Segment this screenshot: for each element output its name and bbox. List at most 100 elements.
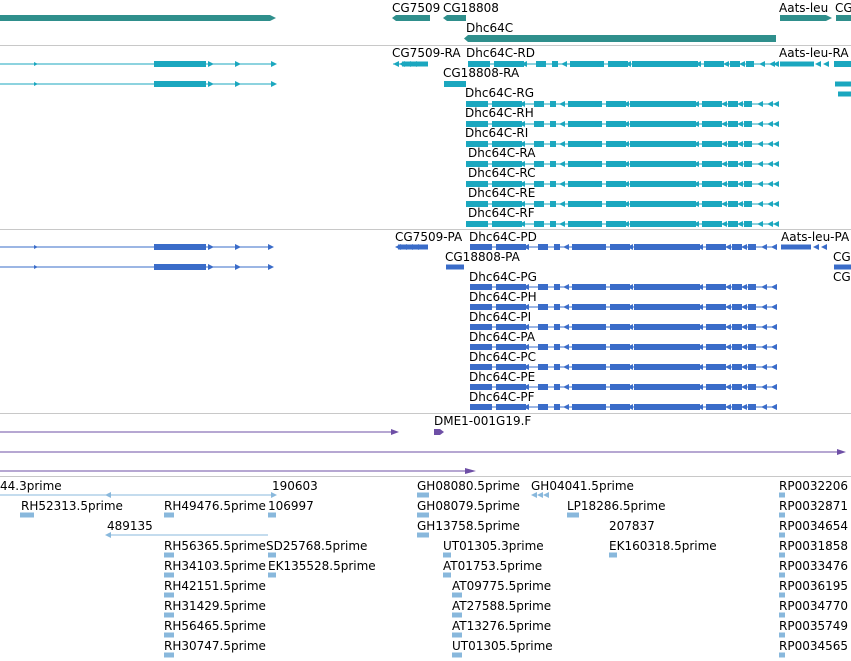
exon-block[interactable]: [538, 384, 548, 390]
exon-block[interactable]: [538, 324, 548, 330]
exon-block[interactable]: [606, 201, 626, 207]
est-label[interactable]: 489135: [107, 519, 153, 533]
exon-block[interactable]: [496, 284, 526, 290]
exon-block[interactable]: [443, 572, 451, 578]
exon-block[interactable]: [779, 512, 785, 518]
exon-block[interactable]: [572, 284, 606, 290]
exon-block[interactable]: [779, 532, 785, 538]
exon-block[interactable]: [538, 244, 548, 250]
exon-block[interactable]: [452, 632, 462, 638]
est-label[interactable]: RP0032871: [779, 499, 849, 513]
exon-block[interactable]: [470, 344, 492, 350]
exon-block[interactable]: [732, 404, 742, 410]
exon-block[interactable]: [552, 61, 558, 67]
exon-block[interactable]: [610, 344, 630, 350]
exon-block[interactable]: [492, 221, 522, 227]
exon-block[interactable]: [779, 492, 785, 498]
repeat-label[interactable]: DME1-001G19.F: [434, 414, 532, 428]
exon-block[interactable]: [20, 512, 34, 518]
exon-block[interactable]: [634, 344, 700, 350]
exon-block[interactable]: [538, 364, 548, 370]
gene-feature[interactable]: [780, 15, 832, 21]
exon-block[interactable]: [702, 101, 722, 107]
protein-label[interactable]: CG18808-PA: [445, 250, 520, 264]
repeat-feature[interactable]: [434, 429, 444, 435]
exon-block[interactable]: [779, 572, 785, 578]
est-label[interactable]: 44.3prime: [0, 479, 62, 493]
exon-block[interactable]: [606, 221, 626, 227]
exon-block[interactable]: [706, 244, 726, 250]
transcript-label[interactable]: Dhc64C-RE: [468, 186, 536, 200]
est-label[interactable]: AT27588.5prime: [452, 599, 552, 613]
est-label[interactable]: AT09775.5prime: [452, 579, 552, 593]
transcript-label[interactable]: Dhc64C-RF: [468, 206, 535, 220]
gene-label[interactable]: CG18808: [443, 1, 499, 15]
exon-block[interactable]: [568, 161, 602, 167]
est-label[interactable]: RP0034565: [779, 639, 849, 653]
exon-block[interactable]: [452, 592, 462, 598]
est-label[interactable]: RP0032206: [779, 479, 849, 493]
exon-block[interactable]: [496, 344, 526, 350]
exon-block[interactable]: [706, 344, 726, 350]
exon-block[interactable]: [706, 404, 726, 410]
exon-block[interactable]: [632, 61, 698, 67]
exon-block[interactable]: [702, 201, 722, 207]
est-label[interactable]: RP0034654: [779, 519, 849, 533]
exon-block[interactable]: [630, 201, 696, 207]
exon-block[interactable]: [702, 221, 722, 227]
est-label[interactable]: RP0031858: [779, 539, 849, 553]
exon-block[interactable]: [744, 121, 752, 127]
exon-block[interactable]: [492, 141, 522, 147]
exon-block[interactable]: [466, 121, 488, 127]
exon-block[interactable]: [780, 61, 814, 67]
gene-label[interactable]: CG: [835, 1, 851, 15]
exon-block[interactable]: [572, 324, 606, 330]
exon-block[interactable]: [468, 61, 490, 67]
exon-block[interactable]: [268, 512, 276, 518]
exon-block[interactable]: [630, 101, 696, 107]
exon-block[interactable]: [554, 364, 560, 370]
protein-label[interactable]: Dhc64C-PD: [469, 230, 537, 244]
exon-block[interactable]: [732, 284, 742, 290]
transcript-label[interactable]: CG7509-RA: [392, 46, 461, 60]
exon-block[interactable]: [466, 101, 488, 107]
exon-block[interactable]: [417, 512, 429, 518]
exon-block[interactable]: [154, 61, 206, 67]
exon-block[interactable]: [154, 264, 206, 270]
exon-block[interactable]: [748, 384, 756, 390]
exon-block[interactable]: [728, 201, 738, 207]
exon-block[interactable]: [554, 284, 560, 290]
est-label[interactable]: RH42151.5prime: [164, 579, 266, 593]
exon-block[interactable]: [610, 364, 630, 370]
est-label[interactable]: RP0034770: [779, 599, 849, 613]
exon-block[interactable]: [728, 141, 738, 147]
exon-block[interactable]: [634, 324, 700, 330]
exon-block[interactable]: [550, 101, 556, 107]
exon-block[interactable]: [496, 384, 526, 390]
exon-block[interactable]: [534, 101, 544, 107]
gene-feature[interactable]: [836, 15, 851, 21]
est-label[interactable]: EK160318.5prime: [609, 539, 717, 553]
exon-block[interactable]: [732, 244, 742, 250]
est-label[interactable]: RH52313.5prime: [21, 499, 123, 513]
exon-block[interactable]: [568, 221, 602, 227]
exon-block[interactable]: [606, 161, 626, 167]
exon-block[interactable]: [538, 344, 548, 350]
exon-block[interactable]: [572, 364, 606, 370]
protein-label[interactable]: Dhc64C-PG: [469, 270, 537, 284]
exon-block[interactable]: [835, 81, 851, 87]
exon-block[interactable]: [572, 244, 606, 250]
exon-block[interactable]: [568, 101, 602, 107]
exon-block[interactable]: [444, 81, 466, 87]
exon-block[interactable]: [630, 181, 696, 187]
exon-block[interactable]: [567, 512, 579, 518]
exon-block[interactable]: [570, 61, 604, 67]
transcript-label[interactable]: Dhc64C-RG: [465, 86, 535, 100]
exon-block[interactable]: [706, 284, 726, 290]
protein-label[interactable]: Dhc64C-PH: [469, 290, 537, 304]
exon-block[interactable]: [446, 264, 464, 270]
transcript-label[interactable]: Dhc64C-RI: [465, 126, 529, 140]
est-label[interactable]: LP18286.5prime: [567, 499, 666, 513]
exon-block[interactable]: [496, 324, 526, 330]
exon-block[interactable]: [568, 181, 602, 187]
